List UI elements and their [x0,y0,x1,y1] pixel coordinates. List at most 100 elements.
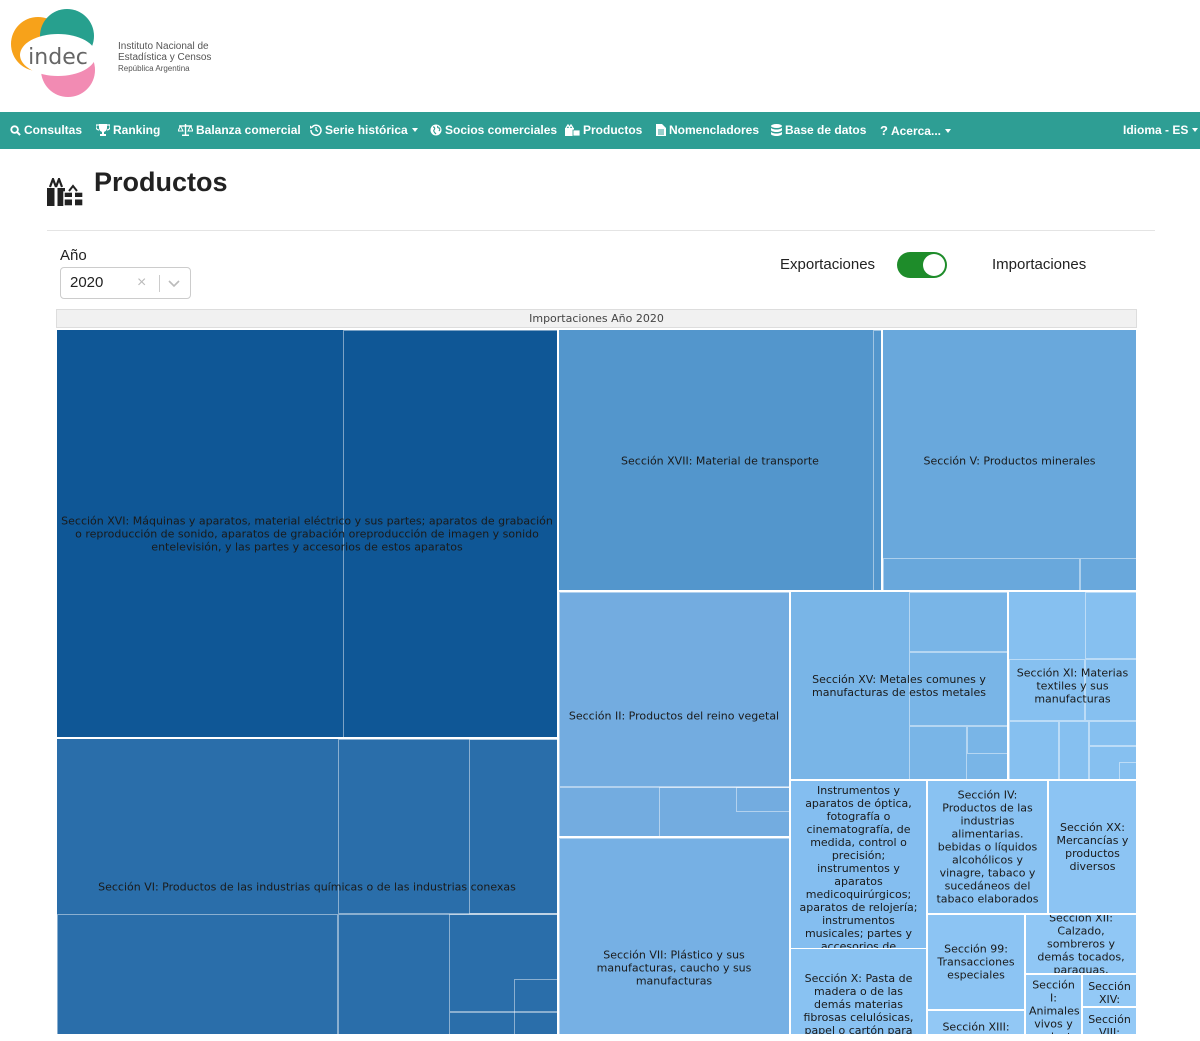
treemap-cell-label: Sección X: Pasta de madera o de las demá… [803,972,914,1035]
question-icon: ? [880,123,888,138]
gifts-icon [565,123,581,137]
treemap-subcell [1085,592,1136,659]
treemap-subcell [909,592,1007,652]
importaciones-label: Importaciones [992,256,1087,273]
treemap-cell-label: Sección VII: Plástico y sus manufacturas… [596,948,752,988]
globe-icon [430,124,442,136]
nav-nomencladores[interactable]: Nomencladores [656,112,759,149]
treemap-subcell [736,787,789,812]
database-icon [771,124,782,136]
document-icon [656,124,666,136]
nav-productos[interactable]: Productos [565,112,642,149]
toggle-knob [923,254,945,276]
treemap-cell[interactable]: Sección XV: Metales comunes y manufactur… [790,591,1008,780]
treemap-subcell [1119,762,1136,779]
treemap-chart: Sección XVI: Máquinas y aparatos, materi… [56,329,1137,1035]
treemap-cell-label: Sección XIV: [1088,980,1131,1006]
treemap-subcell [469,739,557,914]
nav-balanza-label: Balanza comercial [196,123,301,137]
treemap-cell[interactable]: Sección XX: Mercancías y productos diver… [1048,780,1137,914]
main-navbar: Consultas Ranking Balanza comercial Seri… [0,112,1200,149]
nav-base-label: Base de datos [785,123,867,137]
logo-line-2: Estadística y Censos [118,52,212,63]
exportaciones-label: Exportaciones [780,256,876,273]
treemap-cell-label: Sección V: Productos minerales [923,454,1096,468]
nav-serie-historica[interactable]: Serie histórica [310,112,418,149]
logo-brand: indec [28,45,88,70]
treemap-subcell [514,979,557,1034]
treemap-cell-label: Sección XII: Calzado, sombreros y demás … [1037,914,1125,974]
treemap-subcell [1009,721,1059,779]
treemap-subcell [559,787,789,836]
treemap-cell[interactable]: Sección XVII: Material de transporte [558,329,882,591]
nav-consultas[interactable]: Consultas [10,112,82,149]
treemap-subcell [338,914,557,1034]
nav-acerca[interactable]: ? Acerca... [880,112,951,149]
treemap-cell[interactable]: Sección XI: Materias textiles y sus manu… [1008,591,1137,780]
treemap-cell[interactable]: Sección 99: Transacciones especiales [927,914,1025,1010]
treemap-subcell [1009,659,1085,721]
nav-socios-comerciales[interactable]: Socios comerciales [430,112,557,149]
treemap-cell-label: Sección II: Productos del reino vegetal [568,709,780,723]
indec-logo-icon: indec [11,9,96,97]
treemap-title: Importaciones Año 2020 [56,309,1137,328]
search-icon [10,125,21,136]
treemap-cell-label: Sección 99: Transacciones especiales [937,942,1015,982]
trophy-icon [95,124,111,136]
treemap-cell[interactable]: Sección X: Pasta de madera o de las demá… [790,948,927,1035]
treemap-cell-label: Sección XVI: Máquinas y aparatos, materi… [61,514,553,553]
select-separator [159,275,160,292]
treemap-cell[interactable]: Sección XVI: Máquinas y aparatos, materi… [56,329,558,738]
nav-ranking-label: Ranking [113,123,161,137]
treemap-cell[interactable]: Sección V: Productos minerales [882,329,1137,591]
chevron-down-icon[interactable] [167,276,181,290]
chevron-down-icon [411,128,418,132]
nav-serie-label: Serie histórica [325,123,408,137]
treemap-cell[interactable]: Sección XIV: [1082,974,1137,1007]
divider [47,230,1155,231]
treemap-subcell [449,914,557,1012]
year-select[interactable]: 2020 × [60,267,191,299]
treemap-cell[interactable]: Sección II: Productos del reino vegetal [558,591,790,837]
treemap-subcell [967,726,1007,754]
export-import-toggle[interactable] [897,252,947,278]
treemap-cell[interactable]: Sección VIII: [1082,1007,1137,1035]
treemap-subcell [1089,746,1136,779]
clear-icon[interactable]: × [137,274,147,291]
history-icon [310,124,322,136]
page-bottom [0,1035,1200,1041]
nav-balanza-comercial[interactable]: Balanza comercial [177,112,301,149]
logo-line-3: República Argentina [118,64,190,73]
treemap-cell[interactable]: Sección IV: Productos de las industrias … [927,780,1048,914]
treemap-subcell [559,592,789,787]
language-label: Idioma - ES [1123,123,1189,137]
treemap-cell-label: Sección VI: Productos de las industrias … [98,880,516,893]
treemap-cell[interactable]: Sección VII: Plástico y sus manufacturas… [558,837,790,1035]
treemap-cell-label: Sección XVIII: Instrumentos y aparatos d… [799,781,918,953]
treemap-cell[interactable]: Sección I: Animales vivos y productos [1025,974,1082,1035]
treemap-cell-label: Sección I: Animales vivos y productos [1029,978,1081,1035]
treemap-subcell [909,652,1007,726]
chevron-down-icon [945,129,951,133]
logo-line-1: Instituto Nacional de [118,41,209,52]
treemap-subcell [909,726,967,779]
nav-nomencladores-label: Nomencladores [669,123,760,137]
treemap-subcell [1089,721,1136,746]
year-label: Año [60,247,87,264]
treemap-subcell [883,558,1080,590]
nav-consultas-label: Consultas [24,123,83,137]
language-selector[interactable]: Idioma - ES [1123,112,1199,149]
gifts-icon [47,178,83,206]
treemap-subcell [449,1012,557,1034]
treemap-cell[interactable]: Sección XII: Calzado, sombreros y demás … [1025,914,1137,974]
treemap-subcell [1085,659,1136,721]
treemap-cell-label: Sección XI: Materias textiles y sus manu… [1016,666,1129,705]
treemap-subcell [559,838,789,1034]
nav-ranking[interactable]: Ranking [95,112,161,149]
treemap-cell[interactable]: Sección XIII: [927,1010,1025,1035]
treemap-cell-label: Sección XX: Mercancías y productos diver… [1056,821,1129,873]
logo-text: Instituto Nacional de Estadística y Cens… [118,41,211,74]
treemap-cell[interactable]: Sección VI: Productos de las industrias … [56,738,558,1035]
nav-base-de-datos[interactable]: Base de datos [771,112,866,149]
year-select-value: 2020 [70,274,104,291]
